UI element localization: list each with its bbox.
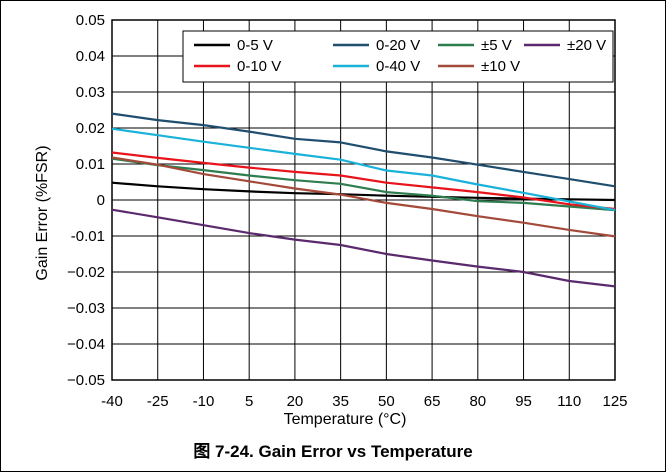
y-tick-label: −0.05	[67, 372, 105, 389]
x-tick-labels: -40 -25 -10 5 20 35 50 65 80 95 110 125	[101, 393, 627, 410]
y-tick-label: 0.05	[76, 12, 105, 29]
y-tick-label: −0.04	[67, 336, 105, 353]
legend-box	[182, 30, 614, 83]
x-tick-label: 20	[287, 393, 304, 410]
x-axis-label: Temperature (°C)	[284, 411, 407, 428]
legend-label-3: ±20 V	[567, 37, 606, 54]
y-tick-label: 0.02	[76, 120, 105, 137]
x-tick-label: 95	[515, 393, 532, 410]
x-tick-label: 65	[424, 393, 441, 410]
legend-label-4: 0-10 V	[237, 58, 281, 75]
series-layer	[111, 112, 616, 288]
series-line-1	[111, 112, 616, 188]
legend-label-2: ±5 V	[481, 37, 512, 54]
series-line-2	[111, 157, 616, 212]
y-tick-label: 0	[97, 192, 105, 209]
y-tick-labels: 0.05 0.04 0.03 0.02 0.01 0 -0.01 −0.02 −0.03 −0.0…	[67, 12, 105, 389]
series-line-5	[111, 127, 616, 212]
x-tick-label: 80	[469, 393, 486, 410]
series-line-6	[111, 156, 616, 238]
y-tick-label: −0.02	[67, 264, 105, 281]
y-tick-label: 0.01	[76, 156, 105, 173]
x-tick-label: 35	[332, 393, 349, 410]
series-line-0	[111, 181, 616, 202]
x-tick-label: -10	[193, 393, 215, 410]
y-axis-label: Gain Error (%FSR)	[34, 145, 51, 280]
legend-label-5: 0-40 V	[376, 58, 420, 75]
y-tick-label: −0.03	[67, 300, 105, 317]
x-tick-label: 110	[557, 393, 581, 410]
series-line-3	[111, 208, 616, 288]
figure-caption: 图 7-24. Gain Error vs Temperature	[193, 442, 472, 461]
x-tick-label: 5	[245, 393, 253, 410]
x-tick-label: 125	[602, 393, 627, 410]
x-tick-label: -25	[147, 393, 169, 410]
legend-label-0: 0-5 V	[237, 37, 273, 54]
x-tick-label: 50	[378, 393, 395, 410]
legend-label-1: 0-20 V	[376, 37, 420, 54]
y-tick-label: 0.04	[76, 48, 105, 65]
y-tick-label: -0.01	[71, 228, 105, 245]
x-tick-label: -40	[101, 393, 123, 410]
y-tick-label: 0.03	[76, 84, 105, 101]
legend: 0-5 V 0-20 V ±5 V ±20 V 0-10 V 0-40 V ±10 V	[182, 30, 614, 83]
series-line-4	[111, 151, 616, 211]
legend-label-6: ±10 V	[481, 58, 520, 75]
